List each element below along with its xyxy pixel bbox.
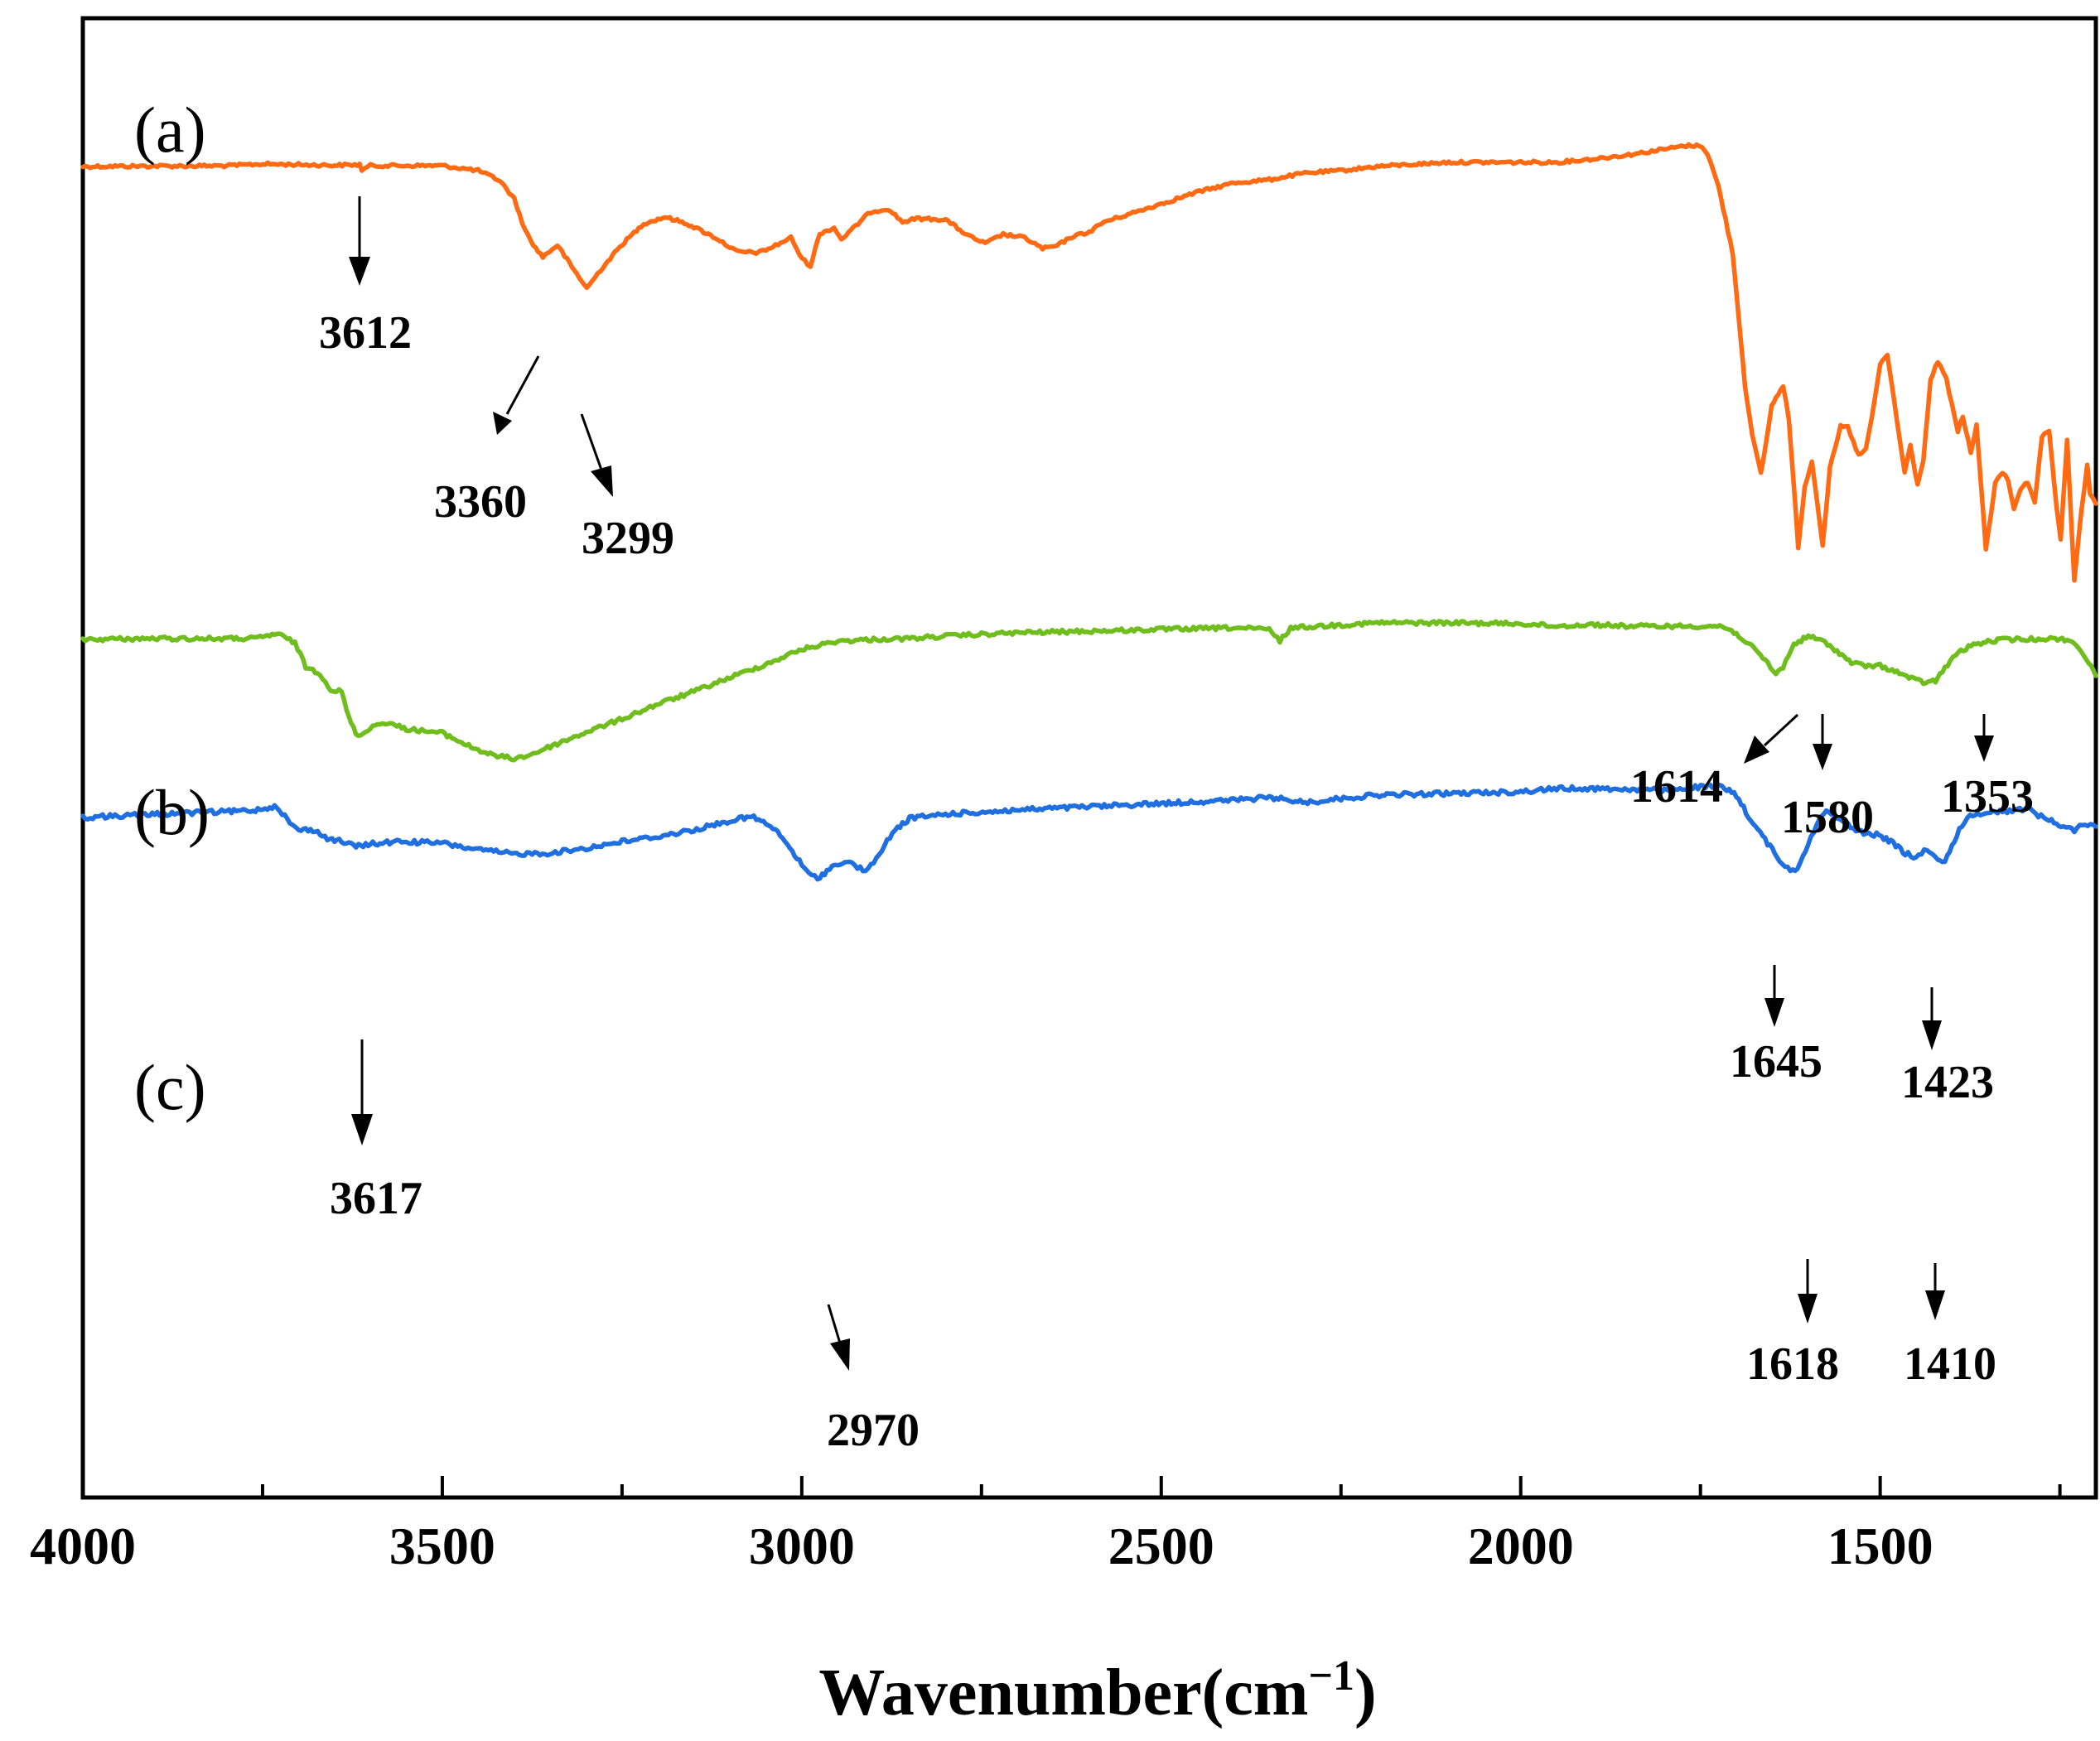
- peak-annotations: 3612 3360 3299 1614 1580 1353: [319, 196, 2034, 1456]
- x-tick-label: 4000: [30, 1517, 136, 1575]
- peak-annotation-3299: 3299: [580, 413, 674, 564]
- peak-annotation-1423: 1423: [1901, 987, 1994, 1108]
- peak-label-3612: 3612: [319, 307, 412, 359]
- series-line-a: [80, 142, 2098, 583]
- peak-annotation-3360: 3360: [434, 355, 540, 528]
- panel-label-c: (c): [134, 1051, 206, 1123]
- peak-label-3360: 3360: [434, 476, 527, 528]
- x-axis-title: Wavenumber(cm−1): [818, 1652, 1376, 1729]
- peak-annotation-1580: 1580: [1781, 714, 1874, 843]
- peak-label-1614: 1614: [1630, 761, 1723, 813]
- peak-label-1353: 1353: [1941, 771, 2034, 822]
- peak-annotation-1618: 1618: [1746, 1259, 1839, 1390]
- peak-label-1410: 1410: [1904, 1338, 1996, 1390]
- panel-label-a: (a): [134, 94, 206, 166]
- x-axis-ticks: [260, 1476, 2062, 1497]
- x-tick-label: 1500: [1827, 1517, 1933, 1575]
- x-axis-tick-labels: 4000 3500 3000 2500 2000 1500: [30, 1517, 1933, 1575]
- peak-label-3299: 3299: [582, 513, 674, 564]
- peak-annotation-3612: 3612: [319, 196, 412, 359]
- series-line-c: [80, 782, 2098, 882]
- series-layer: [80, 142, 2098, 882]
- peak-label-3617: 3617: [330, 1173, 422, 1224]
- peak-annotation-1353: 1353: [1941, 714, 2034, 822]
- peak-label-1645: 1645: [1730, 1036, 1822, 1088]
- peak-annotation-1614: 1614: [1630, 713, 1799, 813]
- peak-annotation-3617: 3617: [330, 1039, 422, 1224]
- x-tick-label: 3500: [389, 1517, 495, 1575]
- peak-annotation-2970: 2970: [827, 1304, 920, 1456]
- plot-frame: [80, 16, 2098, 1500]
- series-line-b: [80, 619, 2098, 763]
- peak-annotation-1410: 1410: [1904, 1263, 1996, 1390]
- peak-label-1580: 1580: [1781, 792, 1874, 843]
- peak-label-1618: 1618: [1746, 1338, 1839, 1390]
- x-tick-label: 2500: [1108, 1517, 1214, 1575]
- peak-label-2970: 2970: [827, 1405, 920, 1456]
- peak-annotation-1645: 1645: [1730, 965, 1822, 1088]
- x-tick-label: 2000: [1468, 1517, 1574, 1575]
- panel-label-b: (b): [134, 776, 210, 848]
- x-tick-label: 3000: [749, 1517, 855, 1575]
- peak-label-1423: 1423: [1901, 1057, 1994, 1108]
